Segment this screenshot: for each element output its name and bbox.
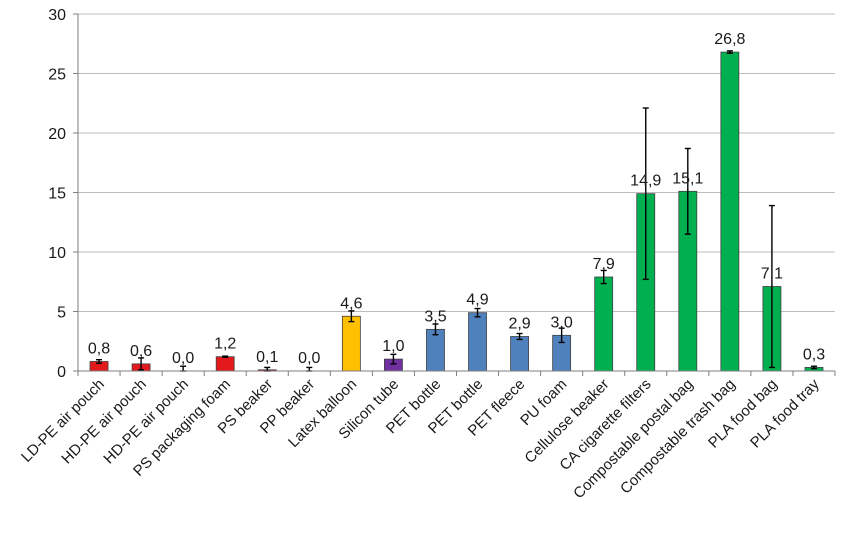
data-label: 2,9 bbox=[508, 315, 530, 332]
data-label: 4,9 bbox=[466, 292, 488, 309]
data-label: 4,6 bbox=[340, 295, 362, 312]
y-tick-label: 20 bbox=[48, 126, 66, 143]
data-label: 0,6 bbox=[130, 343, 152, 360]
data-label: 1,0 bbox=[382, 338, 404, 355]
data-label: 0,0 bbox=[298, 350, 320, 367]
data-label: 3,0 bbox=[551, 314, 573, 331]
gridlines bbox=[78, 13, 835, 312]
y-axis-ticks: 0 5 10 15 20 25 30 bbox=[48, 7, 66, 381]
bar bbox=[720, 51, 740, 372]
y-tick-label: 15 bbox=[48, 186, 66, 203]
bar bbox=[341, 315, 361, 372]
data-label: 0,1 bbox=[256, 349, 278, 366]
bar bbox=[510, 336, 529, 372]
error-bars bbox=[96, 50, 817, 372]
bar bbox=[215, 356, 235, 372]
y-tick-label: 30 bbox=[48, 7, 66, 24]
data-label: 14,9 bbox=[630, 173, 661, 190]
data-label: 1,2 bbox=[214, 336, 236, 353]
axes bbox=[73, 13, 836, 376]
data-label: 26,8 bbox=[714, 31, 745, 48]
data-label: 3,5 bbox=[424, 308, 446, 325]
data-label: 0,8 bbox=[88, 340, 110, 357]
data-labels: 0,8 0,6 0,0 1,2 0,1 0,0 4,6 1,0 3,5 4,9 2,9 3,0 7,9 1… bbox=[88, 31, 825, 367]
y-tick-label: 25 bbox=[48, 67, 66, 84]
y-tick-label: 5 bbox=[57, 305, 66, 322]
y-tick-label: 10 bbox=[48, 245, 66, 262]
bar bbox=[594, 276, 614, 372]
y-tick-label: 0 bbox=[57, 364, 66, 381]
data-label: 0,0 bbox=[172, 350, 194, 367]
data-label: 0,3 bbox=[803, 346, 825, 363]
data-label: 15,1 bbox=[672, 170, 703, 187]
data-label: 7,1 bbox=[761, 266, 783, 283]
bar bbox=[468, 312, 487, 372]
bar bbox=[426, 328, 445, 372]
data-label: 7,9 bbox=[593, 256, 615, 273]
bars bbox=[89, 51, 824, 372]
